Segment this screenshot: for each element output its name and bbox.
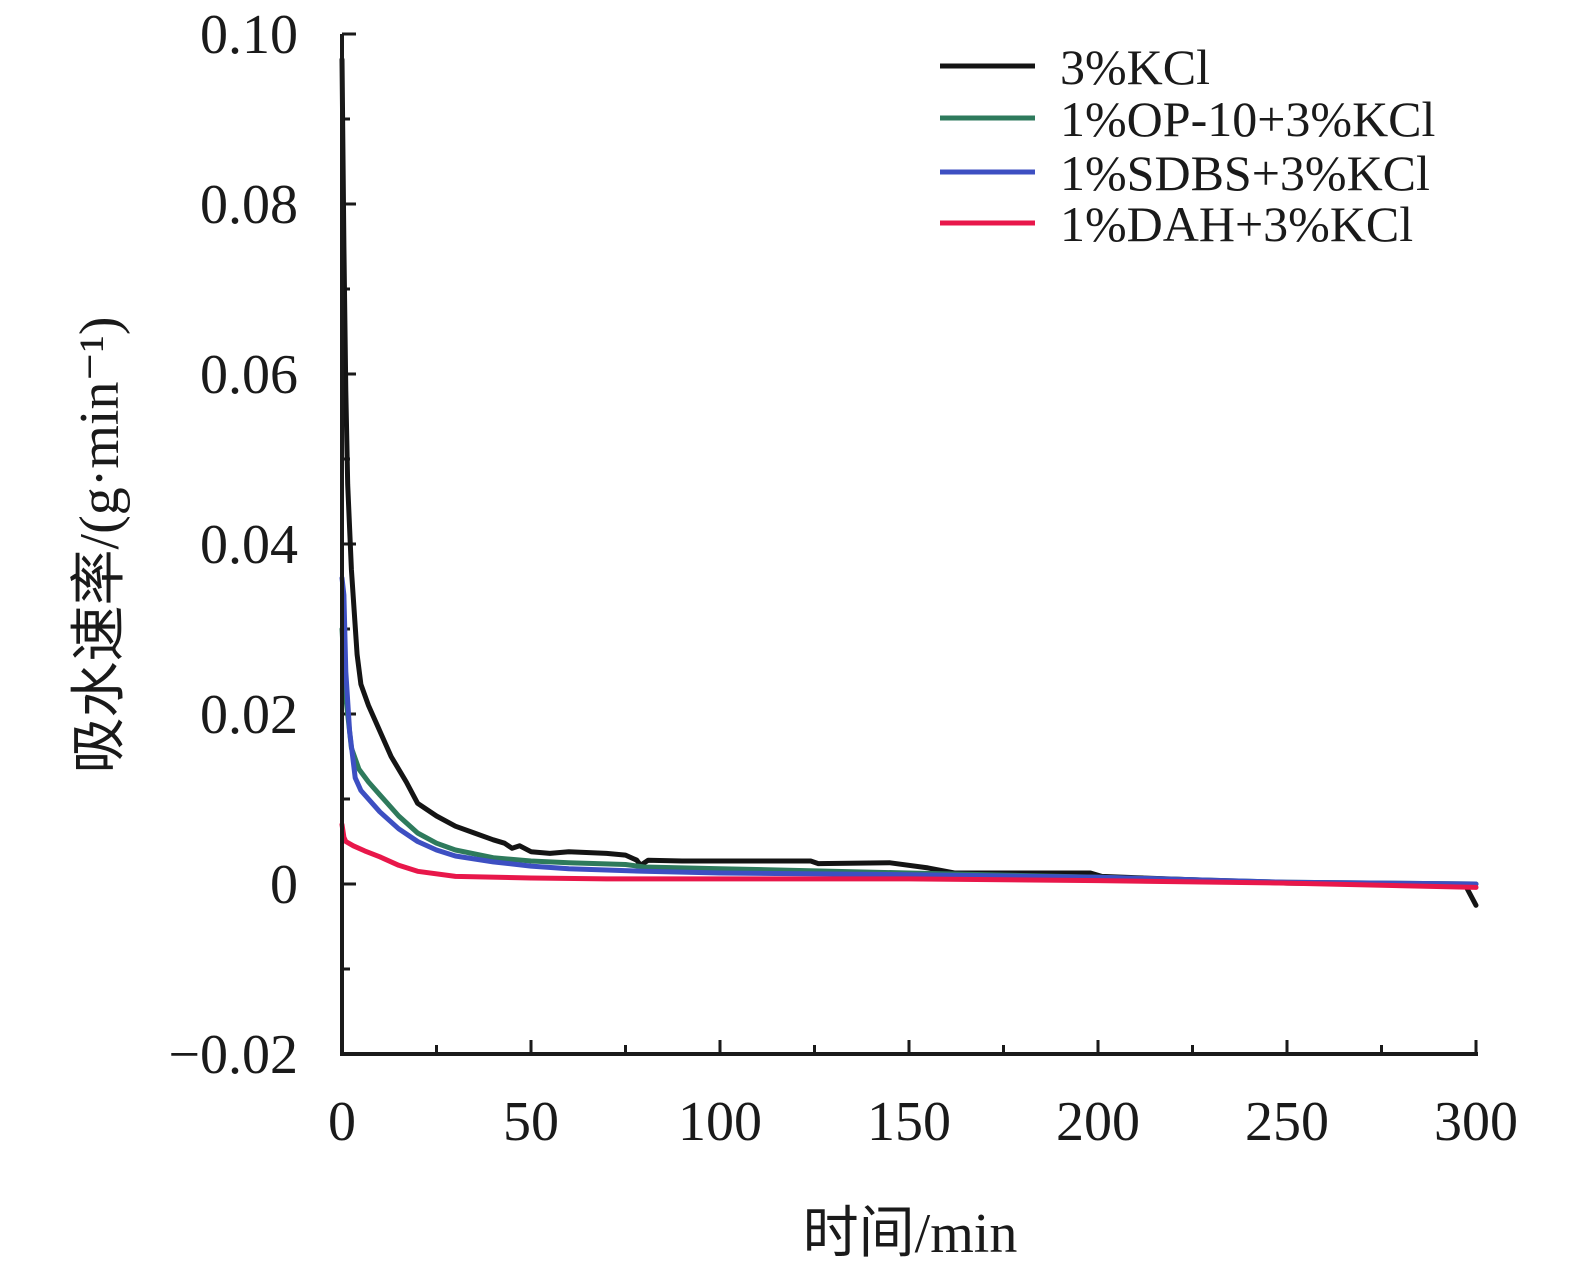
x-axis-title: 时间/min	[803, 1203, 1018, 1265]
legend-item: 3%KCl	[940, 39, 1210, 95]
legend-label: 3%KCl	[1060, 39, 1210, 95]
y-tick-label: 0.02	[200, 684, 298, 746]
legend-label: 1%DAH+3%KCl	[1060, 196, 1413, 252]
series-line-1-dah-3-kcl	[339, 822, 1479, 890]
series-layer	[339, 57, 1479, 908]
legend-item: 1%OP-10+3%KCl	[940, 91, 1435, 147]
legend: 3%KCl 1%OP-10+3%KCl 1%SDBS+3%KCl 1%DAH+3…	[940, 39, 1435, 252]
y-tick-label: 0.04	[200, 514, 298, 576]
x-tick-label: 300	[1434, 1091, 1518, 1153]
legend-item: 1%SDBS+3%KCl	[940, 145, 1430, 201]
x-tick-label: 50	[503, 1091, 559, 1153]
legend-label: 1%OP-10+3%KCl	[1060, 91, 1435, 147]
legend-label: 1%SDBS+3%KCl	[1060, 145, 1430, 201]
x-tick-label: 0	[328, 1091, 356, 1153]
y-tick-label: 0.06	[200, 344, 298, 406]
x-tick-label: 100	[678, 1091, 762, 1153]
legend-item: 1%DAH+3%KCl	[940, 196, 1413, 252]
x-tick-label: 150	[867, 1091, 951, 1153]
series-line-1-sdbs-3-kcl	[339, 575, 1479, 887]
x-tick-label: 200	[1056, 1091, 1140, 1153]
y-tick-label: 0.10	[200, 4, 298, 66]
y-tick-label: 0.08	[200, 174, 298, 236]
y-tick-label: −0.02	[168, 1024, 298, 1086]
y-axis-title: 吸水速率/(g·min⁻¹)	[69, 317, 131, 774]
x-tick-label: 250	[1245, 1091, 1329, 1153]
y-tick-label: 0	[270, 854, 298, 916]
ticks-layer: −0.02 0 0.02 0.04 0.06 0.08 0.10 0 50 100 150 200 25…	[168, 4, 1518, 1153]
